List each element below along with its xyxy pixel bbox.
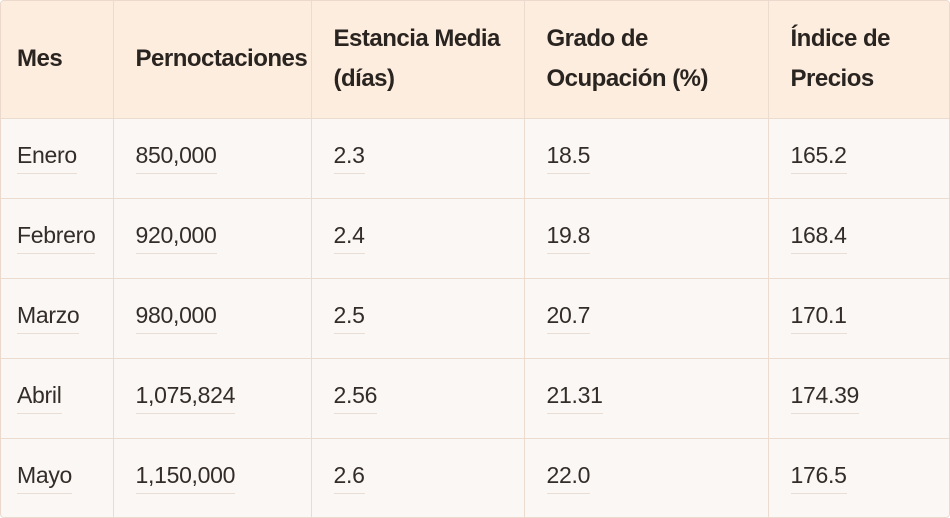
header-label: Grado de Ocupación (%) bbox=[546, 25, 709, 93]
cell-value: 2.6 bbox=[333, 462, 365, 495]
cell-mes: Abril bbox=[1, 358, 114, 439]
header-cell-estancia-media[interactable]: Estancia Media (días) bbox=[311, 1, 525, 119]
cell-value: 22.0 bbox=[546, 462, 590, 495]
table-row: Abril 1,075,824 2.56 21.31 174.39 bbox=[1, 358, 949, 439]
header-cell-mes[interactable]: Mes bbox=[1, 1, 114, 119]
header-label: Estancia Media (días) bbox=[333, 25, 501, 93]
cell-indice-precios: 170.1 bbox=[768, 278, 949, 359]
cell-indice-precios: 174.39 bbox=[768, 358, 949, 439]
cell-indice-precios: 176.5 bbox=[768, 438, 949, 517]
cell-pernoctaciones: 920,000 bbox=[113, 198, 312, 279]
cell-value: 176.5 bbox=[790, 462, 847, 495]
cell-value: Mayo bbox=[17, 462, 72, 495]
cell-estancia-media: 2.4 bbox=[311, 198, 525, 279]
cell-value: 18.5 bbox=[546, 142, 590, 174]
cell-grado-ocupacion: 22.0 bbox=[524, 438, 769, 517]
cell-grado-ocupacion: 18.5 bbox=[524, 118, 769, 199]
cell-estancia-media: 2.56 bbox=[311, 358, 525, 439]
cell-value: 170.1 bbox=[790, 302, 847, 334]
header-row: Mes Pernoctaciones Estancia Media (días)… bbox=[1, 1, 949, 119]
cell-value: 2.4 bbox=[333, 222, 365, 254]
cell-value: 20.7 bbox=[546, 302, 590, 334]
table-row: Marzo 980,000 2.5 20.7 170.1 bbox=[1, 278, 949, 359]
cell-mes: Marzo bbox=[1, 278, 114, 359]
header-label: Índice de Precios bbox=[790, 25, 891, 93]
table-header: Mes Pernoctaciones Estancia Media (días)… bbox=[1, 1, 949, 119]
cell-pernoctaciones: 1,150,000 bbox=[113, 438, 312, 517]
cell-value: Enero bbox=[17, 142, 77, 174]
cell-value: 1,075,824 bbox=[135, 382, 235, 414]
table-body: Enero 850,000 2.3 18.5 165.2 Febrero 920… bbox=[1, 118, 949, 517]
cell-value: 19.8 bbox=[546, 222, 590, 254]
cell-grado-ocupacion: 20.7 bbox=[524, 278, 769, 359]
cell-value: 1,150,000 bbox=[135, 462, 235, 495]
cell-value: 850,000 bbox=[135, 142, 217, 174]
cell-value: Febrero bbox=[17, 222, 96, 254]
cell-grado-ocupacion: 19.8 bbox=[524, 198, 769, 279]
table-row: Febrero 920,000 2.4 19.8 168.4 bbox=[1, 198, 949, 279]
table-row: Enero 850,000 2.3 18.5 165.2 bbox=[1, 118, 949, 199]
header-cell-pernoctaciones[interactable]: Pernoctaciones bbox=[113, 1, 312, 119]
cell-value: Marzo bbox=[17, 302, 80, 334]
cell-value: 165.2 bbox=[790, 142, 847, 174]
cell-value: 174.39 bbox=[790, 382, 859, 414]
cell-value: 2.3 bbox=[333, 142, 365, 174]
header-cell-grado-ocupacion[interactable]: Grado de Ocupación (%) bbox=[524, 1, 769, 119]
cell-grado-ocupacion: 21.31 bbox=[524, 358, 769, 439]
cell-pernoctaciones: 980,000 bbox=[113, 278, 312, 359]
cell-mes: Febrero bbox=[1, 198, 114, 279]
header-label: Pernoctaciones bbox=[135, 45, 308, 73]
cell-value: 21.31 bbox=[546, 382, 603, 414]
cell-pernoctaciones: 850,000 bbox=[113, 118, 312, 199]
cell-value: Abril bbox=[17, 382, 62, 414]
header-cell-indice-precios[interactable]: Índice de Precios bbox=[768, 1, 949, 119]
cell-value: 980,000 bbox=[135, 302, 217, 334]
cell-value: 168.4 bbox=[790, 222, 847, 254]
table-row: Mayo 1,150,000 2.6 22.0 176.5 bbox=[1, 438, 949, 517]
cell-estancia-media: 2.5 bbox=[311, 278, 525, 359]
cell-value: 2.56 bbox=[333, 382, 377, 414]
cell-value: 2.5 bbox=[333, 302, 365, 334]
cell-value: 920,000 bbox=[135, 222, 217, 254]
cell-pernoctaciones: 1,075,824 bbox=[113, 358, 312, 439]
header-label: Mes bbox=[17, 45, 63, 73]
cell-estancia-media: 2.3 bbox=[311, 118, 525, 199]
cell-mes: Enero bbox=[1, 118, 114, 199]
cell-indice-precios: 165.2 bbox=[768, 118, 949, 199]
cell-indice-precios: 168.4 bbox=[768, 198, 949, 279]
cell-estancia-media: 2.6 bbox=[311, 438, 525, 517]
cell-mes: Mayo bbox=[1, 438, 114, 517]
